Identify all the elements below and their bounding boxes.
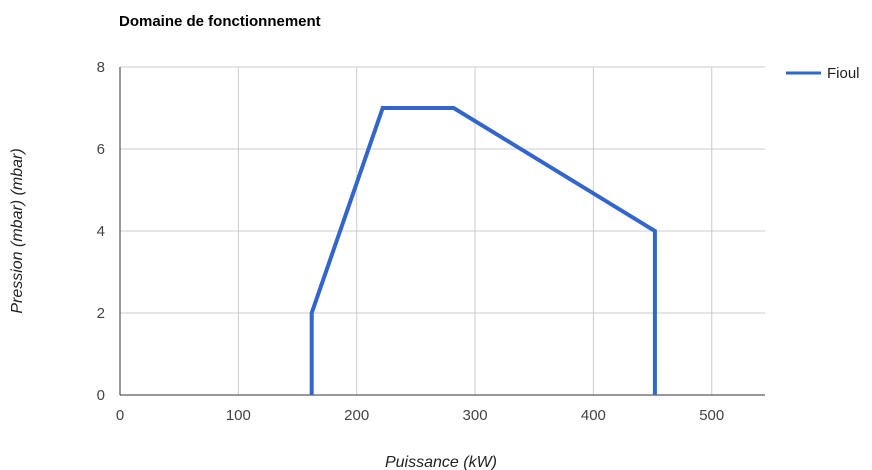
y-tick-label-2: 4 xyxy=(97,223,105,240)
grid-layer xyxy=(120,66,765,395)
ticks-layer: 0 2 4 6 8 0 100 200 300 400 500 xyxy=(97,59,725,424)
y-tick-label-1: 2 xyxy=(97,305,105,322)
x-tick-label-5: 500 xyxy=(699,407,724,424)
legend-label-fioul: Fioul xyxy=(827,65,860,82)
x-tick-label-3: 300 xyxy=(463,407,488,424)
x-tick-label-1: 100 xyxy=(226,407,251,424)
x-tick-label-4: 400 xyxy=(581,407,606,424)
axis-layer xyxy=(119,67,765,396)
x-tick-label-2: 200 xyxy=(344,407,369,424)
x-tick-label-0: 0 xyxy=(116,407,124,424)
y-tick-label-3: 6 xyxy=(97,141,105,158)
chart-title: Domaine de fonctionnement xyxy=(119,13,321,30)
y-tick-label-4: 8 xyxy=(97,59,105,76)
y-axis-title: Pression (mbar) (mbar) xyxy=(9,148,26,313)
x-axis-title: Puissance (kW) xyxy=(385,454,497,470)
y-tick-label-0: 0 xyxy=(97,387,105,404)
series-layer xyxy=(309,106,657,395)
series-line-fioul xyxy=(309,106,657,395)
legend: Fioul xyxy=(786,65,860,82)
